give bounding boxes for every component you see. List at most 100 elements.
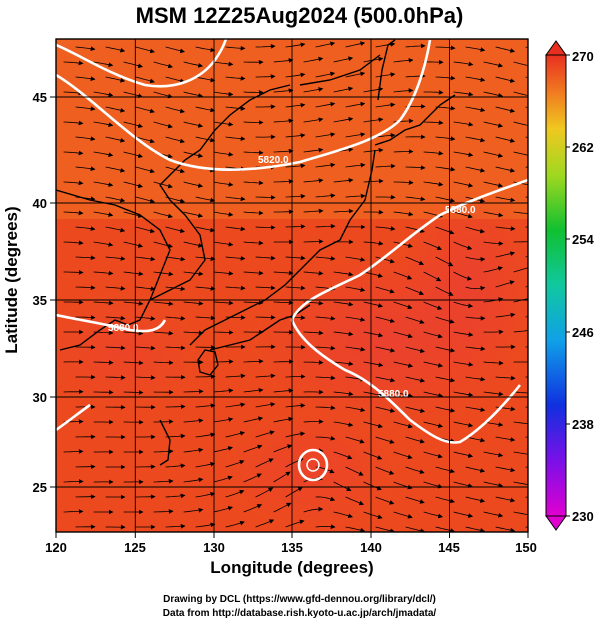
streamline: [273, 388, 294, 394]
streamline: [405, 346, 425, 354]
streamline: [453, 181, 474, 188]
streamline: [183, 91, 204, 98]
streamline: [93, 91, 114, 97]
streamline: [375, 226, 396, 231]
streamline: [213, 475, 233, 483]
streamline: [435, 526, 456, 532]
streamline: [453, 241, 473, 250]
streamline: [423, 241, 443, 250]
streamline: [105, 345, 126, 351]
streamline: [363, 147, 384, 153]
streamline: [285, 42, 306, 48]
streamline: [255, 314, 276, 320]
streamline: [483, 241, 504, 246]
streamline: [225, 431, 245, 438]
streamline: [105, 375, 126, 380]
streamline: [153, 121, 173, 129]
streamline: [225, 75, 246, 81]
streamline: [135, 375, 156, 380]
streamline: [363, 240, 384, 246]
streamline: [225, 489, 245, 498]
streamline: [363, 117, 384, 123]
streamline: [225, 315, 246, 320]
streamline: [465, 46, 486, 52]
streamline: [345, 101, 366, 108]
streamline: [213, 417, 234, 423]
streamline: [183, 389, 204, 394]
streamline: [315, 162, 336, 168]
streamline: [93, 181, 114, 187]
streamline: [465, 76, 486, 82]
streamline: [363, 301, 384, 308]
streamline: [483, 266, 503, 273]
colorbar-tick-label: 230: [572, 509, 594, 524]
streamline: [93, 241, 114, 247]
streamline: [363, 421, 383, 429]
x-axis: 120 125 130 135 140 145 150: [45, 532, 537, 555]
streamline: [195, 491, 216, 498]
streamline: [195, 432, 216, 438]
streamline: [465, 285, 486, 291]
streamline: [315, 405, 336, 411]
streamline: [513, 121, 528, 128]
streamline: [303, 360, 324, 365]
streamline: [225, 196, 246, 202]
streamline: [75, 136, 96, 142]
streamline: [405, 316, 425, 324]
streamline: [465, 466, 486, 473]
streamline: [465, 256, 486, 262]
streamline: [213, 388, 234, 394]
streamline: [333, 301, 354, 307]
streamline: [183, 271, 204, 277]
contour-label: 5880.0: [445, 205, 476, 216]
streamline: [225, 373, 246, 379]
streamline: [183, 300, 204, 306]
streamline: [513, 265, 528, 273]
streamline: [183, 447, 204, 453]
streamline: [345, 286, 366, 292]
streamline: [465, 136, 486, 143]
streamline: [285, 431, 306, 438]
streamline: [135, 226, 155, 234]
streamline: [105, 166, 126, 173]
streamline: [483, 151, 504, 158]
streamline: [435, 166, 456, 172]
streamline: [303, 56, 324, 63]
streamline: [195, 403, 216, 409]
streamline: [423, 89, 444, 95]
contour-label: 5880.0: [108, 323, 139, 334]
streamline: [75, 46, 96, 52]
streamline: [315, 101, 336, 108]
streamline: [495, 46, 516, 53]
streamline: [375, 436, 395, 444]
streamline: [435, 466, 455, 474]
streamline: [135, 196, 155, 204]
streamline: [135, 106, 155, 114]
streamline: [225, 226, 246, 232]
streamline: [213, 151, 234, 157]
streamline: [333, 451, 353, 460]
streamline: [483, 391, 504, 397]
colorbar-scale: [545, 54, 567, 517]
streamline: [315, 375, 336, 381]
contour-label: 5820.0: [258, 155, 289, 166]
streamline: [345, 436, 365, 444]
streamline: [375, 316, 395, 323]
streamline: [393, 361, 414, 368]
streamline: [363, 271, 383, 278]
streamline: [105, 46, 126, 53]
streamline: [375, 42, 396, 48]
streamline: [423, 301, 443, 310]
streamline: [483, 211, 504, 218]
streamline: [393, 88, 414, 93]
streamline: [183, 507, 204, 513]
streamline: [63, 509, 84, 514]
streamline: [225, 402, 246, 408]
streamline: [243, 473, 262, 483]
streamline: [93, 211, 114, 217]
colorbar-tick-label: 270: [572, 49, 594, 64]
y-tick-label: 40: [33, 196, 47, 211]
streamline: [285, 403, 306, 408]
streamline: [273, 444, 293, 453]
streamline: [183, 61, 204, 68]
